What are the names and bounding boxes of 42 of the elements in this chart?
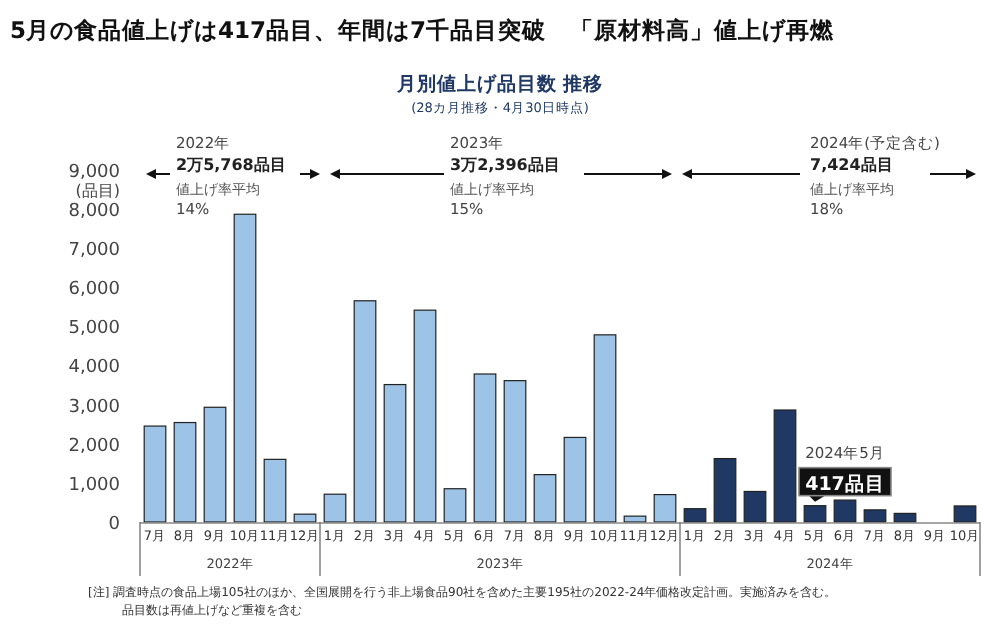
bar <box>713 457 737 523</box>
bar <box>563 436 587 523</box>
annotation: 2万5,768品目 <box>176 156 286 174</box>
annotation: 7,424品目 <box>810 156 893 174</box>
bar <box>353 300 377 523</box>
y-tick-label: 0 <box>108 515 121 535</box>
bar <box>383 383 407 523</box>
annotation: 3万2,396品目 <box>450 156 560 174</box>
bar <box>773 409 797 523</box>
y-axis-title: (品目) <box>75 181 120 200</box>
y-tick-label: 4,000 <box>68 358 121 379</box>
bar <box>503 380 527 523</box>
chart-title: 5月の食品値上げは417品目、年間は7千品目突破 「原材料高」値上げ再燃 <box>10 16 837 44</box>
bar <box>263 458 287 523</box>
bar <box>533 474 557 523</box>
bar <box>233 213 257 523</box>
bar <box>863 509 887 523</box>
bar <box>323 493 347 523</box>
chart-subtitle: 月別値上げ品目数 推移 <box>394 72 604 96</box>
bar <box>203 406 227 523</box>
y-tick-label: 5,000 <box>68 319 121 340</box>
y-tick-label: 9,000 <box>68 162 121 183</box>
bar <box>743 490 767 523</box>
y-tick-label: 8,000 <box>68 201 121 222</box>
y-tick-label: 3,000 <box>68 397 121 418</box>
bar <box>683 508 707 523</box>
bar <box>833 499 857 523</box>
bar <box>803 505 827 523</box>
bar <box>653 493 677 523</box>
y-tick-label: 2,000 <box>68 436 121 457</box>
y-tick-label: 6,000 <box>68 280 121 301</box>
data-label: 417品目 <box>805 471 885 496</box>
bar <box>953 505 977 523</box>
y-tick-label: 1,000 <box>68 475 121 496</box>
bar <box>443 488 467 523</box>
bar <box>593 334 617 523</box>
bar <box>473 373 497 523</box>
bar <box>623 515 647 523</box>
bar <box>413 309 437 523</box>
bar <box>143 425 167 523</box>
bar <box>173 421 197 523</box>
y-tick-label: 7,000 <box>68 240 121 261</box>
